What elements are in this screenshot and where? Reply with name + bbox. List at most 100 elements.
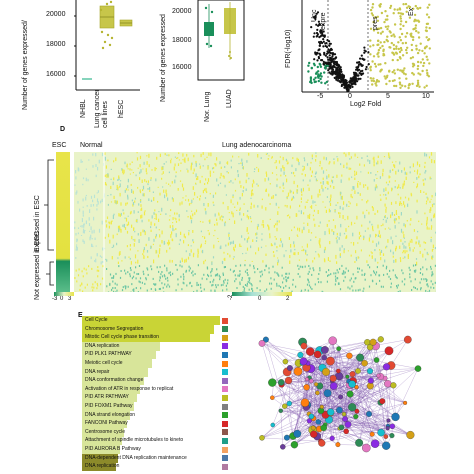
volcano-point-ns: [336, 76, 339, 79]
heatmap-cell: [307, 289, 309, 292]
heatmap-cell: [424, 165, 426, 169]
heatmap-cell: [385, 206, 387, 209]
network-node: [336, 346, 342, 352]
heatmap-cell: [305, 201, 307, 203]
heatmap-cell: [200, 286, 202, 289]
heatmap-cell: [214, 289, 216, 292]
heatmap-cell: [172, 222, 174, 224]
heatmap-cell: [259, 271, 261, 274]
heatmap-cell: [319, 165, 321, 167]
term-color-swatch: [222, 412, 228, 419]
volcano-point-up: [395, 52, 399, 55]
heatmap-cell: [403, 182, 405, 186]
heatmap-cell: [81, 225, 83, 228]
enrichment-term-label: DNA repair: [85, 368, 110, 375]
heatmap-cell: [366, 209, 368, 212]
heatmap-cell: [148, 164, 150, 168]
heatmap-cell: [386, 217, 388, 220]
heatmap-cell: [315, 204, 317, 206]
heatmap-cell: [175, 175, 177, 178]
heatmap-cell: [204, 236, 206, 239]
heatmap-cell: [175, 233, 177, 238]
heatmap-cell: [350, 277, 352, 280]
heatmap-cell: [142, 189, 144, 191]
heatmap-cell: [415, 258, 418, 260]
heatmap-cell: [422, 266, 424, 269]
volcano-point-ns: [314, 17, 317, 21]
heatmap-cell: [431, 203, 434, 208]
heatmap-cell: [313, 269, 315, 272]
volcano-point-up: [393, 69, 396, 72]
heatmap-cell: [239, 209, 241, 211]
network-node: [283, 434, 290, 441]
heatmap-cell: [230, 180, 232, 183]
heatmap-cell: [430, 177, 432, 180]
heatmap-cell: [246, 284, 248, 287]
heatmap-cell: [257, 168, 260, 173]
esc-color-scale: [54, 292, 74, 296]
heatmap-cell: [419, 250, 421, 254]
volcano-point-down: [319, 65, 323, 69]
heatmap-cell: [131, 199, 133, 202]
heatmap-cell: [416, 288, 418, 291]
heatmap-cell: [350, 167, 352, 170]
heatmap-cell: [295, 168, 297, 172]
panel-a-ytick-18000: 18000: [46, 41, 66, 48]
heatmap-cell: [343, 232, 346, 235]
volcano-point-ns: [322, 23, 325, 26]
heatmap-cell: [168, 272, 170, 275]
heatmap-cell: [268, 155, 270, 157]
heatmap-cell: [192, 186, 194, 190]
heatmap-cell: [278, 206, 280, 209]
volcano-point-up: [393, 35, 396, 38]
heatmap-cell: [426, 200, 428, 203]
heatmap-cell: [221, 215, 223, 218]
volcano-point-ns: [327, 58, 330, 61]
network-node: [315, 390, 320, 396]
heatmap-cell: [152, 277, 154, 280]
heatmap-cell: [130, 210, 132, 214]
volcano-point-up: [370, 12, 374, 15]
heatmap-cell: [212, 201, 214, 204]
heatmap-cell: [204, 158, 206, 161]
heatmap-cell: [434, 264, 436, 267]
enrichment-bar: [82, 316, 220, 325]
heatmap-cell: [354, 177, 356, 180]
heatmap-cell: [202, 152, 204, 155]
heatmap-cell: [196, 281, 198, 284]
heatmap-cell: [325, 169, 328, 171]
heatmap-cell: [265, 188, 267, 192]
heatmap-cell: [144, 282, 146, 285]
heatmap-cell: [428, 227, 430, 230]
heatmap-cell: [278, 284, 280, 287]
heatmap-cell: [113, 213, 115, 216]
heatmap-cell: [364, 278, 366, 281]
heatmap-cell: [319, 269, 321, 272]
volcano-point-up: [396, 68, 399, 71]
heatmap-cell: [359, 182, 361, 186]
heatmap-cell: [257, 247, 260, 252]
network-node: [282, 358, 289, 365]
heatmap-cell: [146, 161, 148, 165]
heatmap-cell: [174, 156, 176, 158]
heatmap-cell: [120, 228, 122, 233]
heatmap-cell: [190, 215, 192, 220]
volcano-point-up: [425, 84, 428, 88]
heatmap-cell: [76, 238, 78, 242]
heatmap-cell: [110, 185, 112, 189]
heatmap-cell: [232, 195, 234, 199]
heatmap-cell: [216, 222, 218, 226]
heatmap-cell: [214, 229, 216, 232]
heatmap-cell: [92, 153, 94, 156]
volcano-point-up: [416, 51, 420, 55]
row-dendrogram: [44, 159, 54, 286]
heatmap-cell: [155, 178, 157, 182]
heatmap-cell: [233, 246, 235, 251]
heatmap-cell: [253, 204, 255, 208]
volcano-point-up: [375, 84, 378, 87]
network-node: [286, 400, 292, 407]
heatmap-cell: [207, 203, 209, 207]
volcano-point-down: [317, 70, 320, 73]
heatmap-cell: [98, 228, 101, 233]
volcano-point-ns: [331, 65, 334, 68]
